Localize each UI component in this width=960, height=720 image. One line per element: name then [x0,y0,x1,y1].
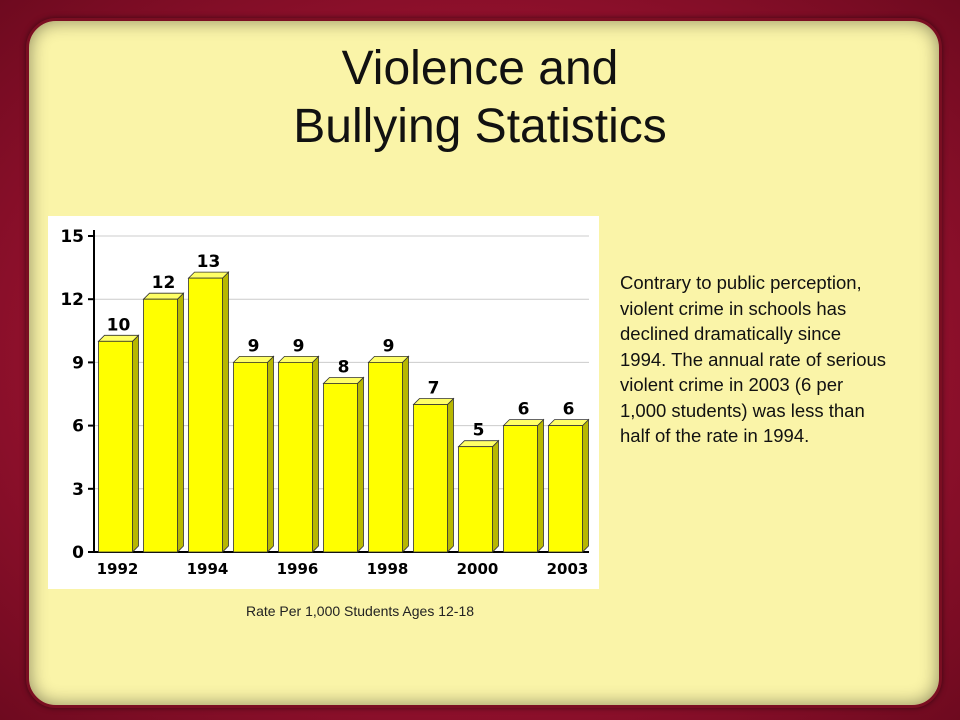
data-label: 9 [248,336,260,356]
bar-top [547,419,590,427]
bar-chart: 0 3 6 9 12 15 10 1992 12 13 1994 9 9 1996 8 9 1998 7 5 2000… [48,216,599,589]
bar [278,361,313,553]
body-paragraph: Contrary to public perception, violent c… [620,272,887,446]
x-tick-label: 2000 [457,560,499,578]
bar-side [537,418,544,553]
bar [368,361,403,553]
y-tick-label: 12 [60,290,84,310]
bar-side [267,355,274,553]
bar-side [582,418,589,553]
chart-caption: Rate Per 1,000 Students Ages 12-18 [245,603,475,619]
y-tick-label: 15 [60,227,84,247]
title-line-2: Bullying Statistics [293,100,667,153]
data-label: 13 [197,252,221,272]
bar [143,298,178,553]
bar-top [367,355,410,363]
bar-top [232,355,275,363]
bar-side [492,439,499,553]
title-line-1: Violence and [341,42,619,95]
x-tick-label: 1992 [97,560,139,578]
bar [458,446,493,553]
x-tick-label: 1994 [187,560,229,578]
y-tick-label: 3 [72,480,84,500]
data-label: 7 [428,379,440,399]
bar-top [322,377,365,384]
bar-top [97,334,140,342]
data-label: 9 [293,336,305,356]
data-label: 9 [383,336,395,356]
bar-chart-svg: 0 3 6 9 12 15 10 1992 12 13 1994 9 9 1996 8 9 1998 7 5 2000… [60,227,590,578]
bar [413,404,448,553]
bar-top [187,271,230,279]
bar-top [502,419,545,427]
bar-side [177,292,184,553]
bar-side [312,355,319,553]
data-label: 6 [518,400,530,420]
data-label: 6 [563,400,575,420]
y-tick-label: 9 [72,353,84,373]
bar [323,383,358,553]
bar [98,340,133,553]
bar [503,425,538,553]
bar-side [222,271,229,553]
data-label: 8 [338,357,350,377]
bar [233,361,268,553]
bar [188,277,223,553]
page-title: Violence and Bullying Statistics [0,40,960,156]
y-tick-label: 6 [72,417,84,437]
x-tick-label: 2003 [547,560,589,578]
bar-top [412,398,455,405]
bar-top [457,440,500,448]
data-label: 12 [152,273,176,293]
bar-top [142,292,185,300]
bar-top [277,355,320,363]
data-label: 5 [473,421,485,441]
x-tick-label: 1996 [277,560,319,578]
y-tick-label: 0 [72,543,84,563]
bar [548,425,583,553]
x-tick-label: 1998 [367,560,409,578]
bar-side [357,376,364,553]
bar-side [402,355,409,553]
bar-side [132,334,139,553]
bar-side [447,397,454,553]
data-label: 10 [107,315,131,335]
